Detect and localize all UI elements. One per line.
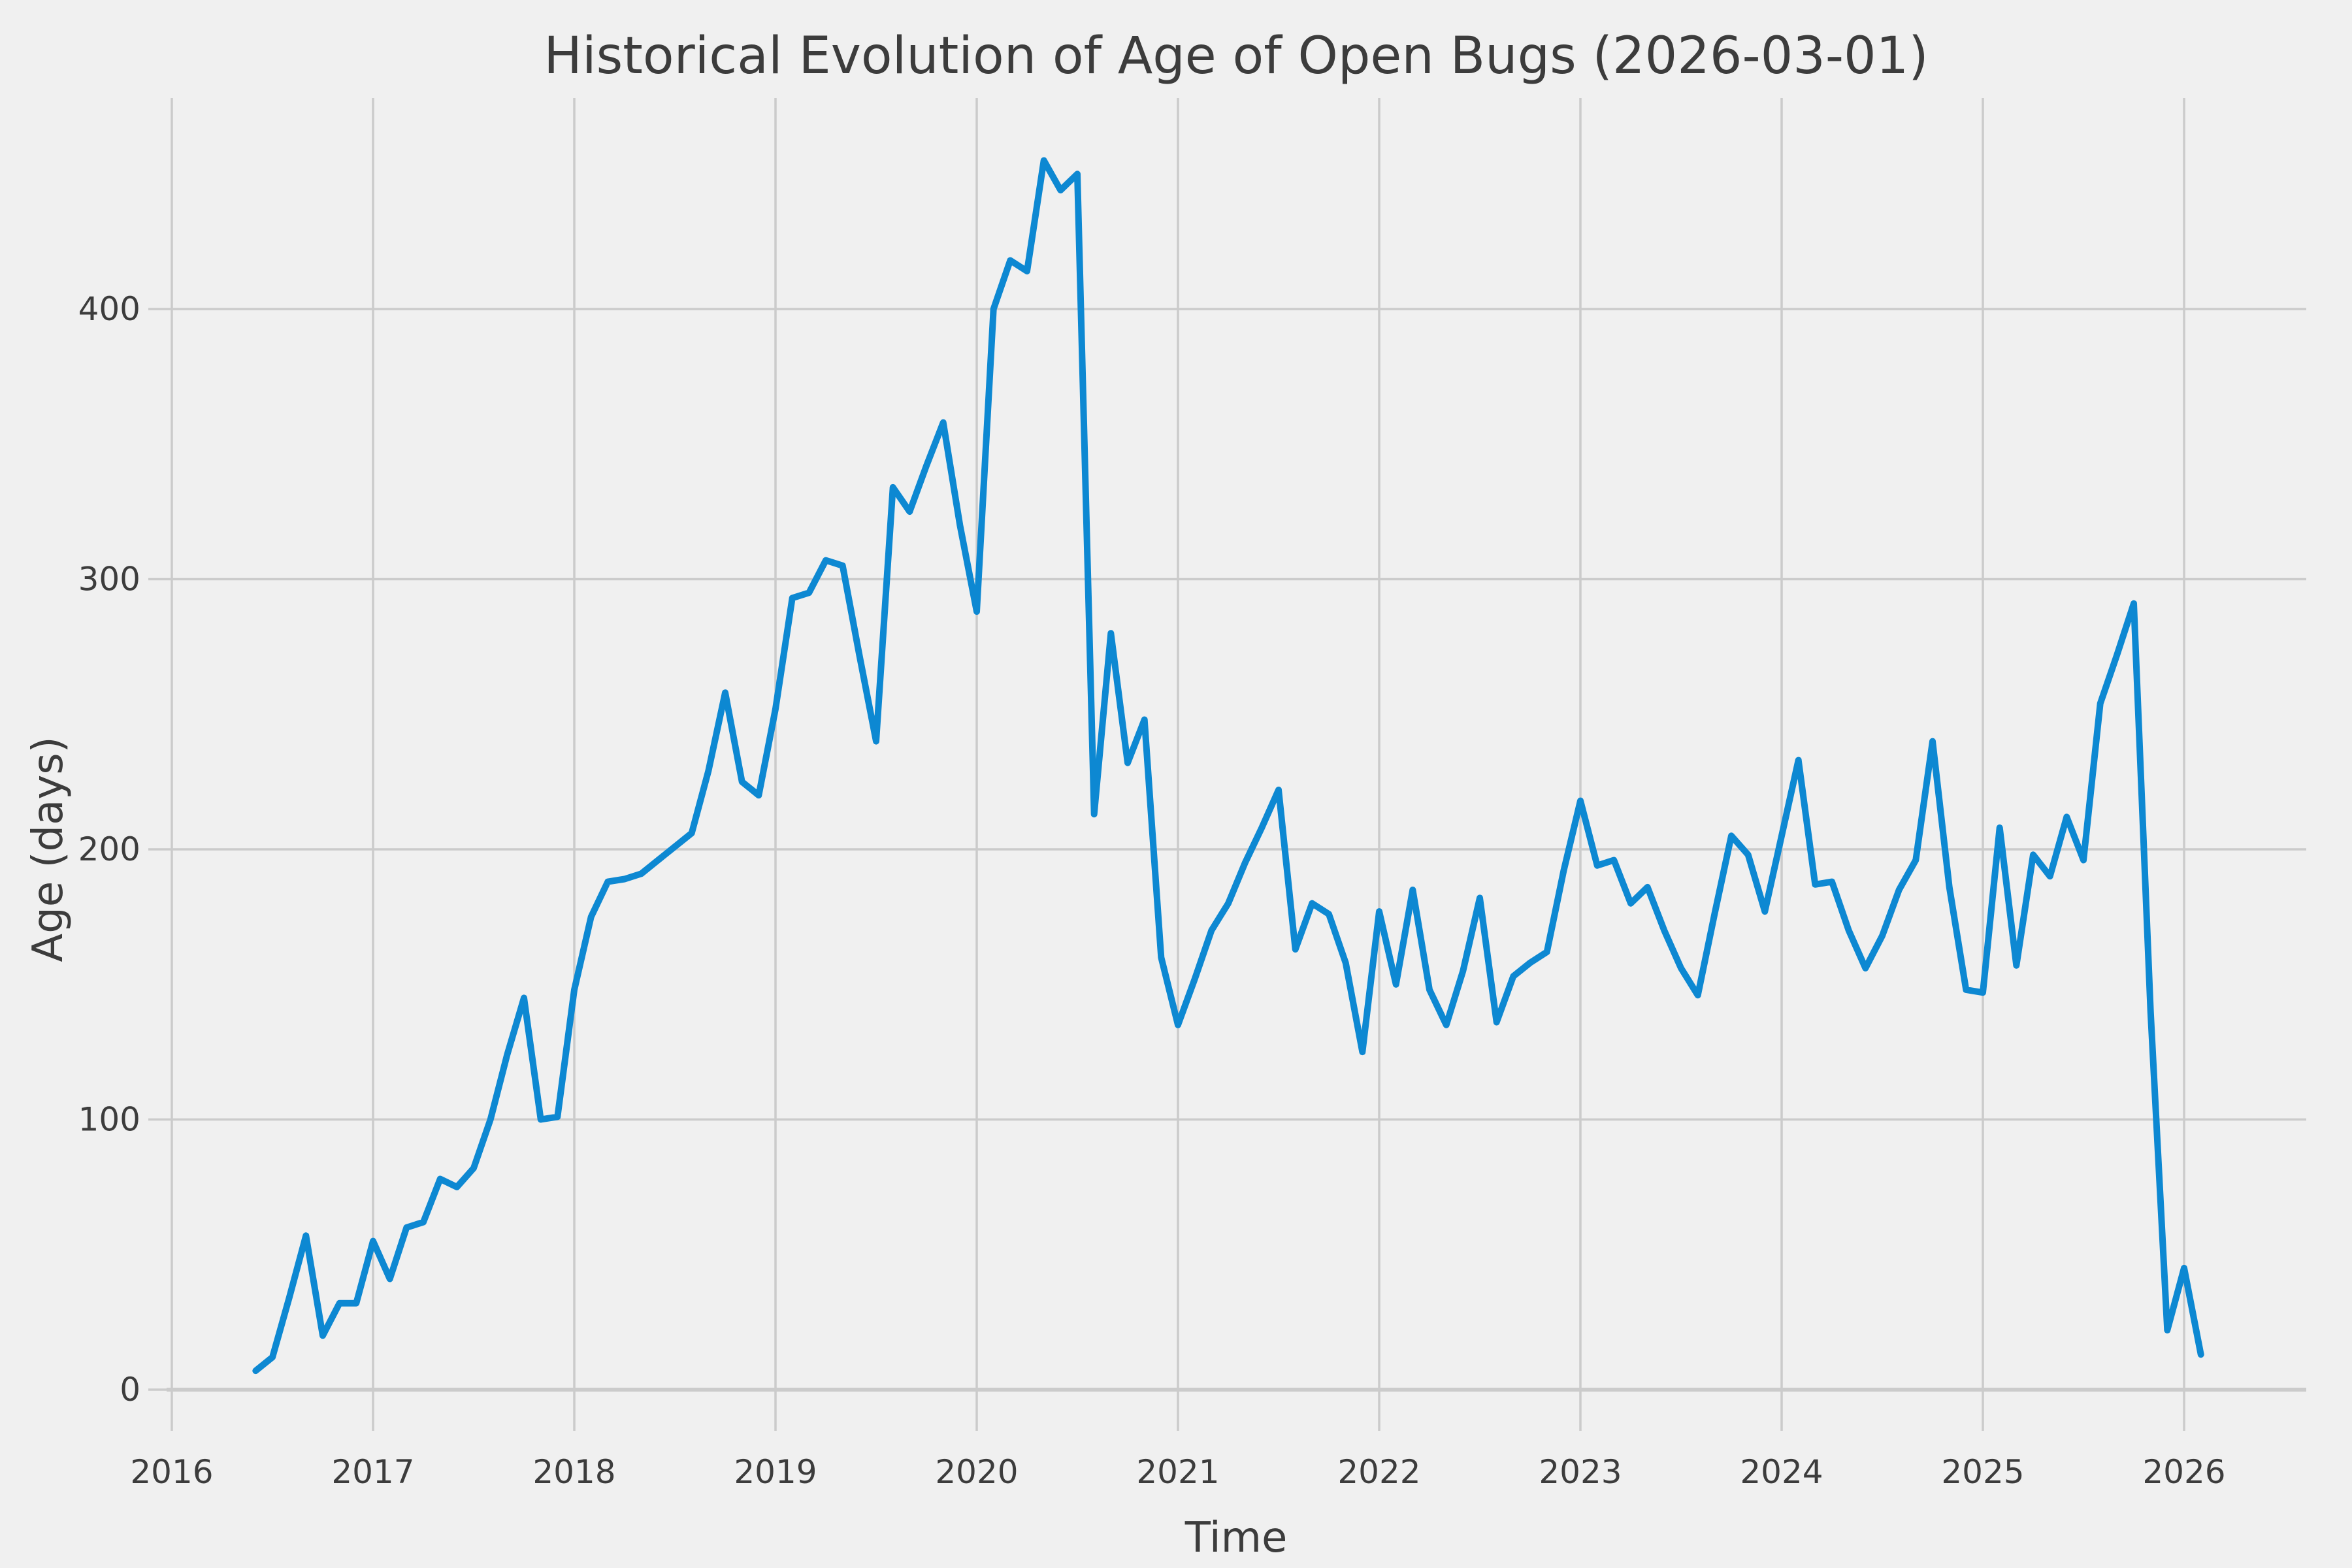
x-tick-label: 2021 (1136, 1453, 1219, 1491)
x-tick-label: 2019 (734, 1453, 817, 1491)
y-tick-label: 300 (78, 561, 140, 598)
x-tick-label: 2016 (130, 1453, 213, 1491)
x-axis-label: Time (1184, 1514, 1288, 1562)
x-tick-label: 2018 (532, 1453, 615, 1491)
x-tick-label: 2025 (1941, 1453, 2024, 1491)
y-axis-label: Age (days) (24, 736, 73, 962)
x-tick-label: 2022 (1337, 1453, 1420, 1491)
tick-labels: 2016 2017 2018 2019 2020 2021 2022 2023 2024 2025… (78, 290, 2226, 1491)
x-tick-label: 2017 (331, 1453, 414, 1491)
x-tick-label: 2023 (1539, 1453, 1622, 1491)
y-tick-label: 100 (78, 1101, 140, 1139)
x-tick-label: 2026 (2142, 1453, 2225, 1491)
y-tick-label: 200 (78, 830, 140, 868)
bugs-age-line (252, 157, 2204, 1375)
x-tick-label: 2024 (1740, 1453, 1823, 1491)
gridlines (148, 98, 2306, 1431)
x-tick-label: 2020 (935, 1453, 1018, 1491)
y-tick-label: 400 (78, 290, 140, 328)
y-tick-label: 0 (120, 1371, 140, 1409)
chart-title: Historical Evolution of Age of Open Bugs… (544, 27, 1928, 86)
